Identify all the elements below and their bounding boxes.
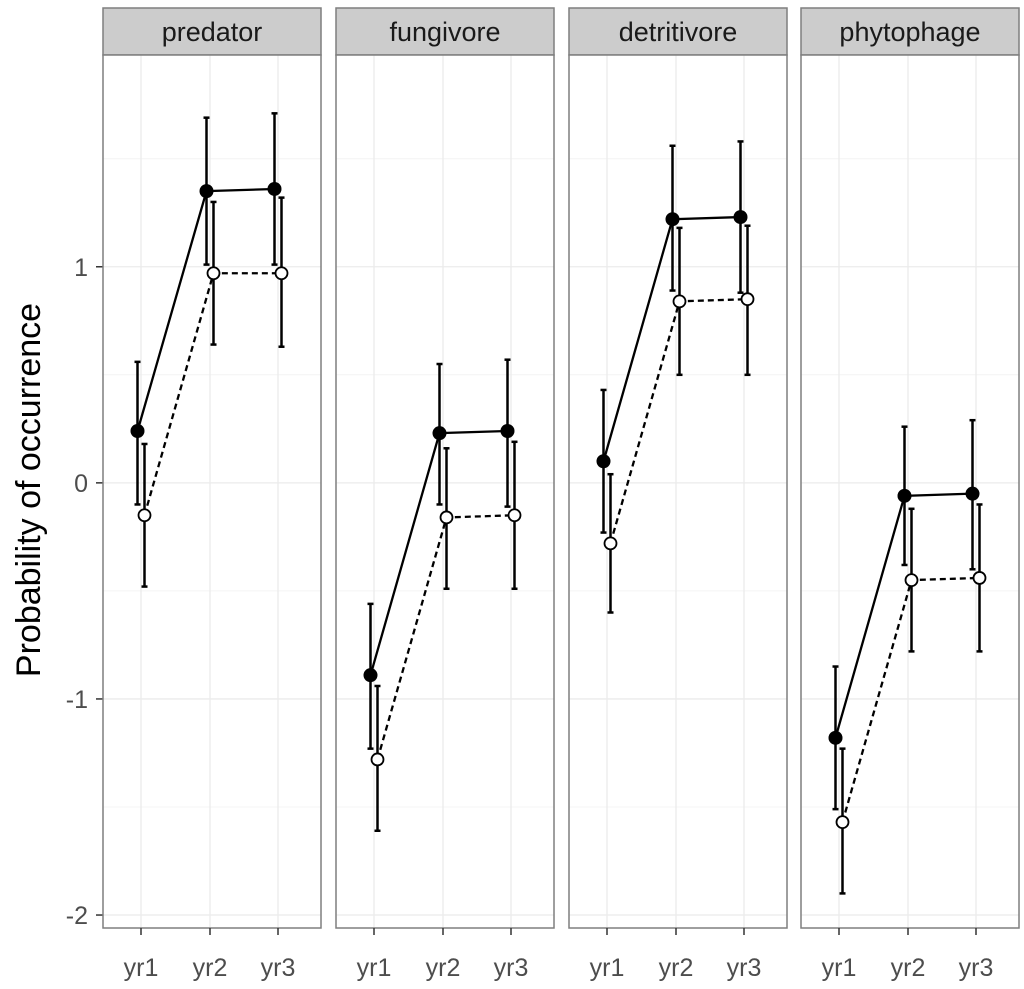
point-open bbox=[507, 508, 522, 523]
x-tick-label: yr2 bbox=[426, 954, 461, 982]
facet-fungivore: fungivore yr1 yr2 yr3 bbox=[335, 7, 555, 982]
point-filled bbox=[965, 486, 980, 501]
facets: -2 -1 0 1 predator yr1 yr2 yr3 fungivore yr1 yr2 yr… bbox=[66, 7, 1020, 982]
x-tick-label: yr3 bbox=[727, 954, 762, 982]
point-open bbox=[603, 536, 618, 551]
point-filled bbox=[432, 426, 447, 441]
y-tick-label: -2 bbox=[66, 902, 88, 930]
point-open bbox=[439, 510, 454, 525]
facet-title: phytophage bbox=[839, 17, 980, 47]
point-filled bbox=[897, 488, 912, 503]
panel-border bbox=[102, 54, 322, 929]
panel-border bbox=[800, 54, 1020, 929]
point-filled bbox=[596, 454, 611, 469]
y-tick-label: 1 bbox=[74, 254, 88, 282]
facet-strip bbox=[102, 7, 322, 56]
x-tick-label: yr1 bbox=[357, 954, 392, 982]
point-filled bbox=[665, 212, 680, 227]
point-filled bbox=[500, 423, 515, 438]
facet-strip bbox=[568, 7, 788, 56]
facet-strip bbox=[335, 7, 555, 56]
point-open bbox=[740, 292, 755, 307]
point-open bbox=[206, 266, 221, 281]
panel-background bbox=[569, 55, 787, 928]
panel-background bbox=[103, 55, 321, 928]
facet-detritivore: detritivore yr1 yr2 yr3 bbox=[568, 7, 788, 982]
x-tick-label: yr3 bbox=[494, 954, 529, 982]
facet-predator: predator yr1 yr2 yr3 bbox=[102, 7, 322, 982]
facet-phytophage: phytophage yr1 yr2 yr3 bbox=[800, 7, 1020, 982]
facet-strip bbox=[800, 7, 1020, 56]
point-open bbox=[370, 752, 385, 767]
point-open bbox=[972, 571, 987, 585]
point-open bbox=[672, 294, 687, 309]
y-axis-title: Probability of occurrence bbox=[10, 303, 48, 677]
x-tick-label: yr2 bbox=[659, 954, 694, 982]
x-tick-label: yr3 bbox=[261, 954, 296, 982]
x-tick-label: yr1 bbox=[590, 954, 625, 982]
point-filled bbox=[363, 668, 378, 683]
point-open bbox=[835, 815, 850, 830]
panel-border bbox=[568, 54, 788, 929]
point-open bbox=[274, 266, 289, 281]
panel-background bbox=[336, 55, 554, 928]
x-tick-label: yr3 bbox=[959, 954, 994, 982]
y-tick-label: -1 bbox=[66, 686, 88, 714]
point-filled bbox=[733, 210, 748, 225]
point-open bbox=[904, 573, 919, 587]
point-filled bbox=[267, 181, 282, 196]
point-open bbox=[137, 508, 152, 523]
facet-title: fungivore bbox=[389, 17, 500, 47]
x-tick-label: yr1 bbox=[822, 954, 857, 982]
x-tick-label: yr1 bbox=[124, 954, 159, 982]
x-tick-label: yr2 bbox=[891, 954, 926, 982]
x-tick-label: yr2 bbox=[193, 954, 228, 982]
panel-border bbox=[335, 54, 555, 929]
y-tick-label: 0 bbox=[74, 470, 88, 498]
point-filled bbox=[828, 730, 843, 745]
point-filled bbox=[199, 184, 214, 199]
facet-title: predator bbox=[162, 17, 263, 47]
point-filled bbox=[130, 423, 145, 438]
facet-title: detritivore bbox=[619, 17, 738, 47]
